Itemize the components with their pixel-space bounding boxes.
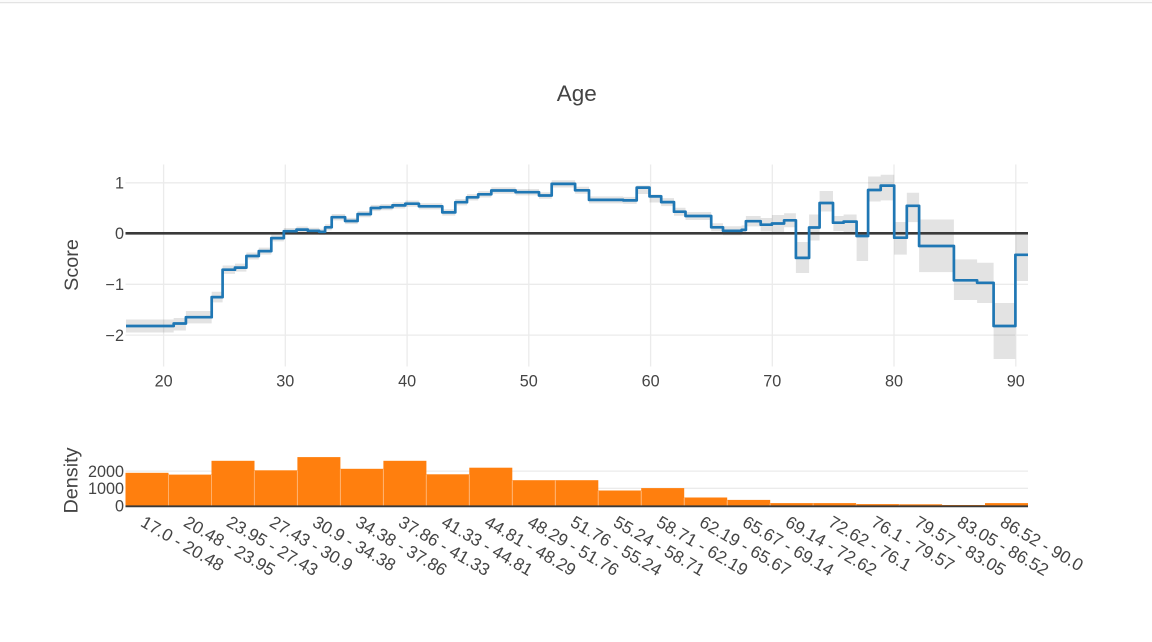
svg-text:60: 60 xyxy=(642,373,660,391)
svg-text:−1: −1 xyxy=(106,276,124,294)
svg-text:20: 20 xyxy=(155,373,173,391)
svg-text:50: 50 xyxy=(520,373,538,391)
svg-text:90: 90 xyxy=(1007,373,1025,391)
svg-text:0: 0 xyxy=(115,497,124,515)
svg-text:40: 40 xyxy=(398,373,416,391)
svg-text:30: 30 xyxy=(276,373,294,391)
svg-text:−2: −2 xyxy=(106,327,124,345)
svg-text:70: 70 xyxy=(763,373,781,391)
svg-text:0: 0 xyxy=(115,225,124,243)
svg-text:1000: 1000 xyxy=(88,480,124,498)
svg-text:Density: Density xyxy=(61,447,83,513)
svg-text:Score: Score xyxy=(61,239,83,291)
svg-text:80: 80 xyxy=(885,373,903,391)
svg-text:Age: Age xyxy=(557,81,597,106)
svg-text:1: 1 xyxy=(115,175,124,193)
svg-text:2000: 2000 xyxy=(88,463,124,481)
